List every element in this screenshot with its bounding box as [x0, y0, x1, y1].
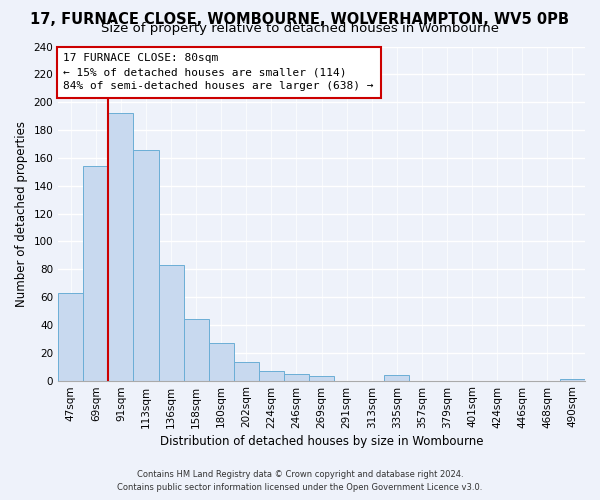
Bar	[133, 150, 158, 380]
Bar	[560, 379, 585, 380]
Bar	[234, 362, 259, 380]
Text: 17, FURNACE CLOSE, WOMBOURNE, WOLVERHAMPTON, WV5 0PB: 17, FURNACE CLOSE, WOMBOURNE, WOLVERHAMP…	[31, 12, 569, 26]
X-axis label: Distribution of detached houses by size in Wombourne: Distribution of detached houses by size …	[160, 434, 484, 448]
Text: Size of property relative to detached houses in Wombourne: Size of property relative to detached ho…	[101, 22, 499, 35]
Text: Contains HM Land Registry data © Crown copyright and database right 2024.
Contai: Contains HM Land Registry data © Crown c…	[118, 470, 482, 492]
Bar	[259, 371, 284, 380]
Text: 17 FURNACE CLOSE: 80sqm
← 15% of detached houses are smaller (114)
84% of semi-d: 17 FURNACE CLOSE: 80sqm ← 15% of detache…	[64, 53, 374, 91]
Y-axis label: Number of detached properties: Number of detached properties	[15, 120, 28, 306]
Bar	[109, 114, 133, 380]
Bar	[209, 343, 234, 380]
Bar	[385, 375, 409, 380]
Bar	[309, 376, 334, 380]
Bar	[284, 374, 309, 380]
Bar	[83, 166, 109, 380]
Bar	[184, 320, 209, 380]
Bar	[158, 265, 184, 380]
Bar	[58, 293, 83, 380]
